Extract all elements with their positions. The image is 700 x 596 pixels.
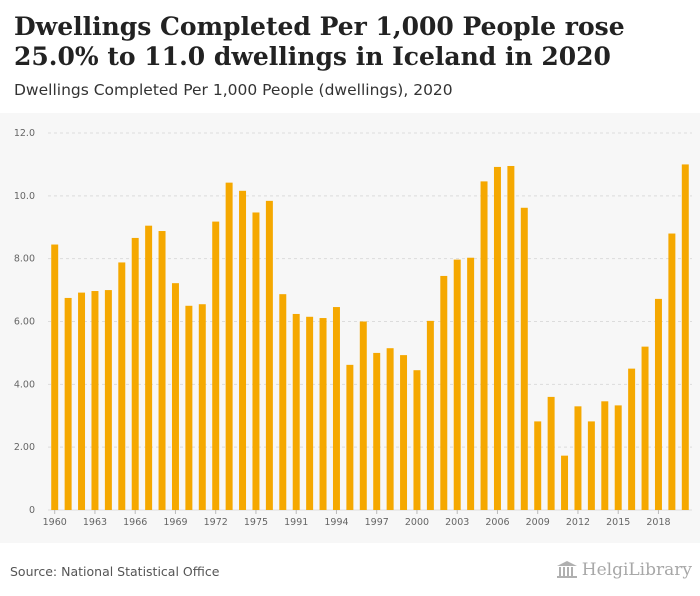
x-tick-label: 2000 [405,517,429,528]
bar [440,275,448,510]
chart-panel: 0 2.00 4.00 6.00 8.00 10.0 12.0 1960 1963 1966 196… [0,113,700,543]
bar [614,405,622,510]
bar [587,421,595,510]
bar [480,181,488,510]
bar [426,320,434,510]
bar [346,364,354,510]
x-tick-label: 1960 [43,517,67,528]
bar [493,166,501,510]
bar [641,346,649,510]
y-tick-label: 4.00 [14,379,35,390]
y-tick-label: 10.0 [14,191,35,202]
y-tick-label: 2.00 [14,442,35,453]
y-tick-label: 8.00 [14,254,35,265]
chart-title: Dwellings Completed Per 1,000 People ros… [14,12,625,71]
bar [171,283,179,510]
bar [386,348,394,510]
bar [668,233,676,510]
bar [534,421,542,510]
bar [265,200,273,511]
bar [225,182,233,510]
bar [413,370,421,510]
bar [91,291,99,510]
bar [467,257,475,510]
bar [51,244,59,510]
bar [507,165,515,511]
bar [158,231,166,510]
bar [561,455,569,510]
x-tick-label: 2009 [526,517,550,528]
bar [601,401,609,510]
bar [400,355,408,510]
y-tick-label: 12.0 [14,128,35,139]
bar [547,396,555,510]
bar [292,313,300,510]
y-tick-label: 6.00 [14,317,35,328]
y-tick-label: 0 [29,505,35,516]
bar [306,316,314,510]
bar [131,237,139,510]
x-tick-label: 1997 [365,517,389,528]
bar [359,321,367,510]
bar [212,221,220,510]
x-tick-label: 1991 [284,517,308,528]
x-tick-label: 1975 [244,517,268,528]
x-tick-label: 2006 [485,517,509,528]
bar [239,190,247,510]
bar [332,307,340,510]
bar [64,297,72,510]
bar [145,225,153,510]
bar [319,318,327,510]
x-tick-label: 2015 [606,517,630,528]
x-tick-label: 1969 [163,517,187,528]
bar [681,164,689,511]
x-tick-label: 1994 [324,517,348,528]
x-tick-label: 1963 [83,517,107,528]
bar [279,294,287,510]
x-tick-label: 2003 [445,517,469,528]
x-tick-label: 2012 [566,517,590,528]
x-tick-label: 2018 [646,517,670,528]
logo-text: HelgiLibrary [581,560,692,580]
chart-subtitle: Dwellings Completed Per 1,000 People (dw… [14,81,453,99]
bar [373,352,381,510]
x-tick-label: 1972 [204,517,228,528]
bar [78,292,86,510]
x-tick-label: 1966 [123,517,147,528]
bar [520,207,528,510]
bar [628,368,636,511]
bar [185,305,193,510]
bar [574,406,582,510]
library-building-icon [556,561,577,578]
helgilibrary-logo: HelgiLibrary [556,560,692,580]
bar [104,290,112,510]
bar [252,212,260,510]
bar [198,304,206,510]
bar [453,259,461,510]
source-note: Source: National Statistical Office [10,564,220,579]
bar [118,262,126,510]
bar-chart: 0 2.00 4.00 6.00 8.00 10.0 12.0 1960 1963 1966 196… [14,128,692,528]
bar [654,298,662,510]
